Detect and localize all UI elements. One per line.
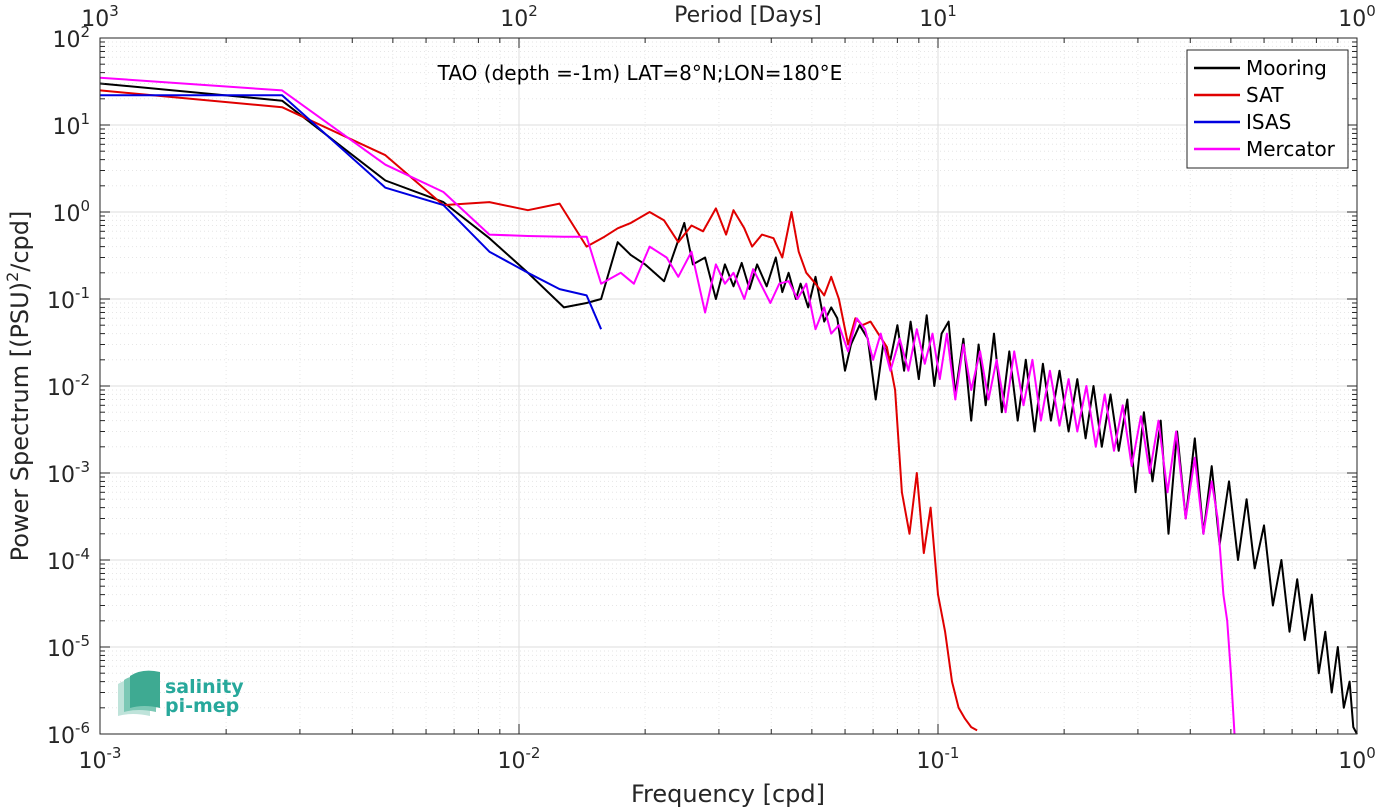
- x-tick-label: 10-1: [917, 744, 960, 774]
- y-tick-label: 101: [52, 110, 90, 140]
- logo-line2: pi-mep: [165, 695, 239, 717]
- series-line-sat: [99, 89, 978, 732]
- x-tick-label: 10-3: [79, 744, 122, 774]
- y-tick-label: 10-1: [47, 284, 90, 314]
- top-x-tick-label: 103: [81, 2, 119, 32]
- logo-line1: salinity: [165, 676, 244, 698]
- y-tick-label: 10-2: [47, 371, 90, 401]
- series-line-isas: [100, 94, 603, 330]
- x-axis-label: Frequency [cpd]: [631, 780, 825, 808]
- series-line-mercator: [99, 76, 1236, 735]
- salinity-pi-mep-logo: salinity pi-mep: [118, 670, 244, 717]
- top-x-axis-label: Period [Days]: [674, 3, 822, 28]
- legend-label-sat: SAT: [1246, 83, 1284, 107]
- ticks: [99, 37, 1358, 735]
- y-axis-label-sup: 2: [3, 272, 22, 282]
- y-axis-label-tail: /cpd]: [6, 211, 34, 272]
- series-group: [99, 76, 1358, 735]
- y-axis-label: Power Spectrum [(PSU)2/cpd]: [3, 211, 34, 562]
- top-x-tick-label: 101: [919, 2, 957, 32]
- y-tick-label: 10-6: [47, 719, 90, 749]
- y-tick-label: 100: [52, 197, 90, 227]
- y-tick-label: 102: [52, 23, 90, 53]
- top-x-tick-label: 100: [1338, 2, 1376, 32]
- top-x-tick-label: 102: [500, 2, 538, 32]
- legend-label-mercator: Mercator: [1246, 137, 1336, 161]
- grid: [99, 38, 1357, 735]
- chart-title: TAO (depth =-1m) LAT=8°N;LON=180°E: [437, 61, 843, 85]
- x-tick-label: 100: [1338, 744, 1376, 774]
- y-tick-label: 10-5: [47, 632, 90, 662]
- y-tick-label: 10-3: [47, 458, 90, 488]
- series-line-mooring: [99, 82, 1358, 735]
- legend: Mooring SAT ISAS Mercator: [1186, 49, 1349, 169]
- legend-label-isas: ISAS: [1246, 110, 1291, 134]
- logo-mark-icon: [118, 670, 160, 716]
- y-tick-label: 10-4: [47, 545, 90, 575]
- x-tick-label: 10-2: [498, 744, 541, 774]
- y-axis-label-base: Power Spectrum [(PSU): [6, 282, 34, 561]
- legend-label-mooring: Mooring: [1246, 56, 1327, 80]
